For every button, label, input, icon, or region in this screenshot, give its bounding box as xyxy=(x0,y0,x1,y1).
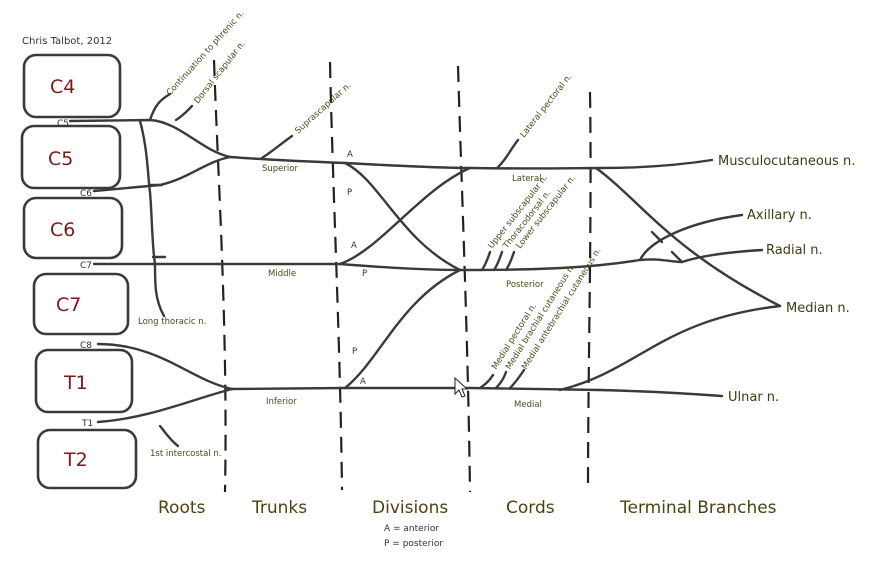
superior-trunk-line xyxy=(228,155,347,165)
medial-to-median-line xyxy=(558,304,782,392)
root-c4-contribution xyxy=(148,92,172,122)
lower-subscapular-line xyxy=(504,250,516,272)
axillary-tick xyxy=(650,230,664,244)
root-number-t1: T1 xyxy=(81,419,93,429)
medial-antebrachial-cutaneous-line xyxy=(508,368,526,390)
lateral-pectoral-line xyxy=(496,138,520,169)
division-p-middle: P xyxy=(362,269,367,279)
legend-posterior: P = posterior xyxy=(384,539,443,549)
lateral-to-median-line xyxy=(594,166,782,308)
header-cords: Cords xyxy=(506,498,555,518)
upper-subscapular-line xyxy=(480,250,492,272)
root-label-t2: T2 xyxy=(63,449,88,471)
mouse-cursor-icon xyxy=(454,376,469,398)
first-intercostal-label: 1st intercostal n. xyxy=(150,449,222,459)
dorsal-scapular-label: Dorsal scapular n. xyxy=(192,39,247,106)
ulnar-label: Ulnar n. xyxy=(728,390,779,405)
musculocutaneous-line xyxy=(598,158,714,170)
division-a-superior: A xyxy=(347,150,353,160)
suprascapular-label: Suprascapular n. xyxy=(293,81,353,137)
posterior-cord-label: Posterior xyxy=(506,280,544,290)
root-label-c5: C5 xyxy=(48,148,73,170)
medial-brachial-cutaneous-label: Medial brachial cutaneous n. xyxy=(504,262,577,371)
root-box-c6: C6 xyxy=(22,196,124,260)
root-box-t2: T2 xyxy=(36,428,138,490)
root-label-t1: T1 xyxy=(63,372,88,394)
suprascapular-line xyxy=(260,134,294,160)
separator-cords-terminal xyxy=(586,91,592,493)
inferior-posterior-division xyxy=(343,268,462,390)
lateral-pectoral-label: Lateral pectoral n. xyxy=(518,72,574,140)
musculocutaneous-label: Musculocutaneous n. xyxy=(718,154,855,169)
header-roots: Roots xyxy=(158,498,206,518)
first-intercostal-line xyxy=(158,424,180,448)
middle-anterior-division xyxy=(338,166,472,266)
radial-tick xyxy=(670,250,684,264)
separator-divisions-cords xyxy=(456,65,472,493)
root-number-c6: C6 xyxy=(80,189,92,199)
radial-line xyxy=(638,248,764,264)
root-number-c8: C8 xyxy=(80,341,92,351)
root-c8-line xyxy=(96,342,234,391)
medial-pectoral-line xyxy=(478,373,495,390)
middle-posterior-division xyxy=(338,262,462,272)
superior-anterior-division xyxy=(343,161,472,170)
division-a-middle: A xyxy=(351,241,357,251)
inferior-trunk-label: Inferior xyxy=(266,397,297,407)
credit-text: Chris Talbot, 2012 xyxy=(22,36,112,47)
header-terminal-branches: Terminal Branches xyxy=(619,498,777,518)
medial-brachial-cutaneous-line xyxy=(494,370,508,390)
root-box-c7: C7 xyxy=(32,272,130,336)
superior-trunk-label: Superior xyxy=(262,164,298,174)
header-trunks: Trunks xyxy=(251,498,307,518)
separator-trunks-divisions xyxy=(328,61,344,491)
header-divisions: Divisions xyxy=(372,498,448,518)
long-thoracic-line xyxy=(138,119,166,318)
root-label-c7: C7 xyxy=(56,294,81,316)
axillary-label: Axillary n. xyxy=(747,208,812,223)
medial-cord-line xyxy=(468,386,602,392)
median-label: Median n. xyxy=(786,301,850,316)
division-a-inferior: A xyxy=(360,377,366,387)
legend-anterior: A = anterior xyxy=(384,524,439,534)
long-thoracic-label: Long thoracic n. xyxy=(138,317,206,327)
inferior-trunk-line xyxy=(230,386,347,391)
thoracodorsal-line xyxy=(492,250,504,272)
root-t1-line xyxy=(96,387,234,424)
root-box-t1: T1 xyxy=(34,348,134,414)
middle-trunk-label: Middle xyxy=(268,269,296,279)
root-label-c4: C4 xyxy=(50,76,75,98)
medial-cord-label: Medial xyxy=(514,400,542,410)
axillary-line xyxy=(638,213,744,262)
root-c5-line xyxy=(68,118,232,159)
division-p-superior: P xyxy=(347,188,352,198)
root-number-c5: C5 xyxy=(57,119,69,129)
root-number-c7: C7 xyxy=(80,261,92,271)
superior-posterior-division xyxy=(343,161,462,272)
posterior-cord-line xyxy=(458,258,642,272)
root-box-c5: C5 xyxy=(20,124,122,190)
root-label-c6: C6 xyxy=(50,219,75,241)
radial-label: Radial n. xyxy=(766,243,823,258)
separator-roots-trunks xyxy=(212,59,227,493)
division-p-inferior: P xyxy=(352,347,357,357)
root-c5-dorsal-scapular xyxy=(174,104,194,122)
ulnar-line xyxy=(598,388,724,398)
lateral-cord-label: Lateral xyxy=(512,174,542,184)
root-box-c4: C4 xyxy=(22,53,122,119)
